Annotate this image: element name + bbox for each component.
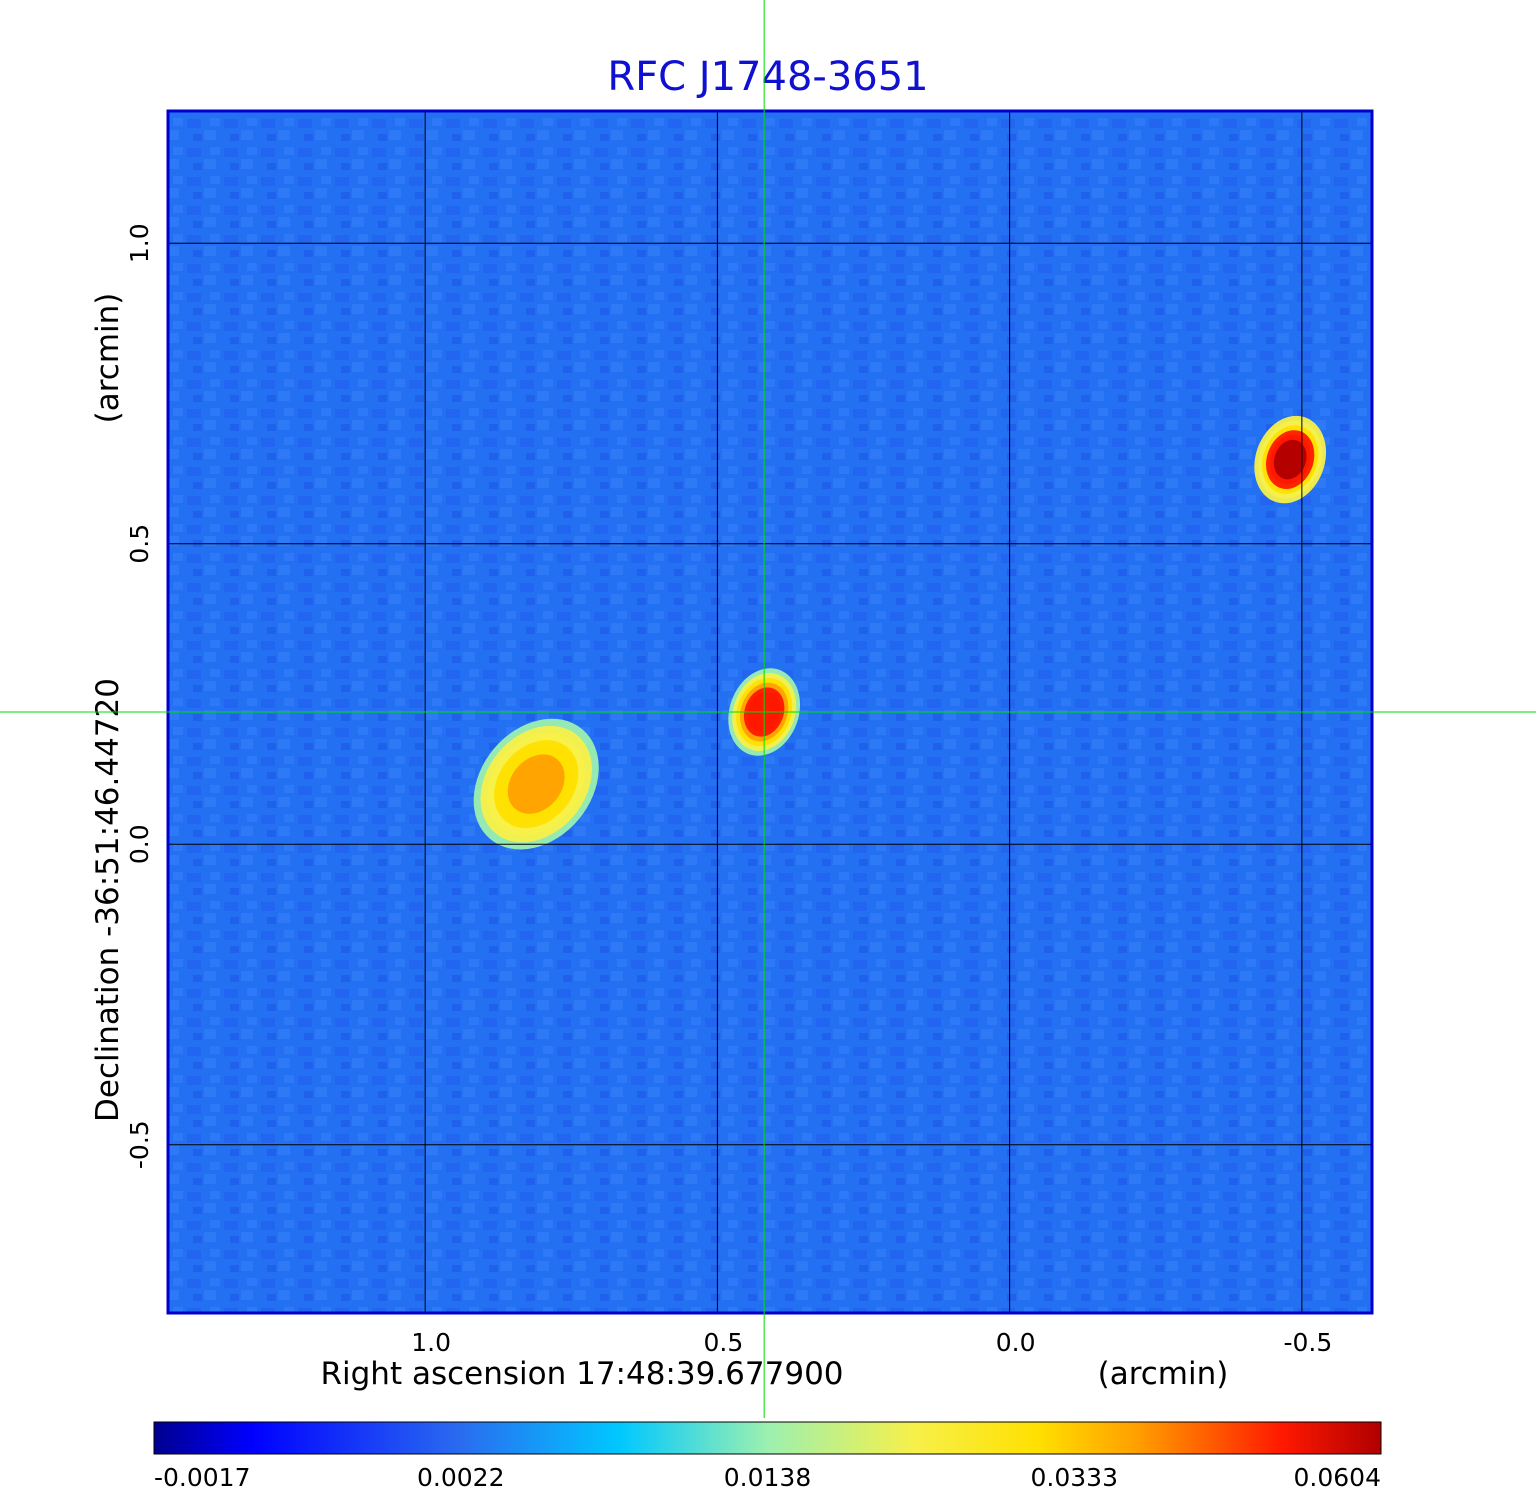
colorbar-tick-label: 0.0022 <box>417 1463 504 1492</box>
x-tick-label: -0.5 <box>1283 1328 1332 1357</box>
colorbar-tick-label: 0.0333 <box>1031 1463 1118 1492</box>
source-1 <box>473 718 599 850</box>
colorbar-tick-label: -0.0017 <box>154 1463 251 1492</box>
colorbar-tick-label: 0.0604 <box>1294 1463 1381 1492</box>
x-axis-unit: (arcmin) <box>1098 1356 1229 1392</box>
source-1-contour <box>507 754 565 814</box>
x-tick-label: 0.5 <box>704 1328 744 1357</box>
colorbar-gradient <box>153 1421 1382 1455</box>
y-tick-label: 1.0 <box>125 223 154 263</box>
colorbar: -0.0017 0.0022 0.0138 0.0333 0.0604 <box>153 1421 1382 1492</box>
chart-title: RFC J1748-3651 <box>607 54 928 100</box>
y-tick-label: -0.5 <box>125 1120 154 1169</box>
crosshair <box>0 0 1536 1418</box>
source-3 <box>1254 415 1327 504</box>
source-3-contour <box>1273 439 1307 480</box>
y-tick-label: 0.5 <box>125 524 154 564</box>
y-tick-label: 0.0 <box>125 824 154 864</box>
x-axis-label: Right ascension 17:48:39.677900 <box>320 1356 843 1392</box>
x-tick-label: 0.0 <box>996 1328 1036 1357</box>
x-tick-label: 1.0 <box>411 1328 451 1357</box>
colorbar-tick-label: 0.0138 <box>724 1463 811 1492</box>
y-axis-label: Declination -36:51:46.44720 <box>90 678 126 1122</box>
y-axis-unit: (arcmin) <box>90 293 126 424</box>
